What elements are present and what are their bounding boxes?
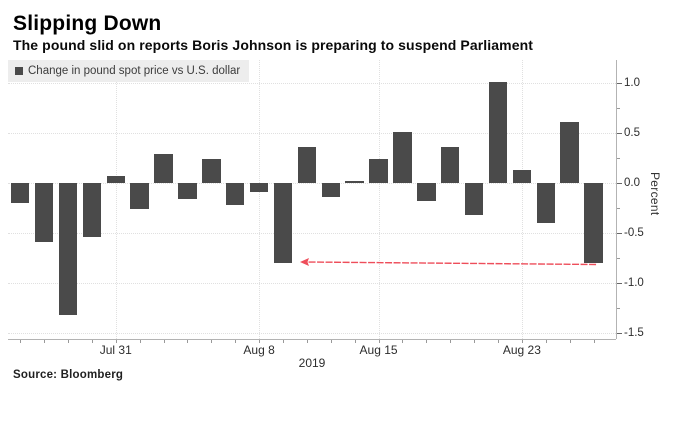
bar (393, 132, 412, 183)
x-axis-tick (569, 340, 571, 343)
x-axis-tick (498, 340, 499, 343)
chart-title: Slipping Down (13, 12, 162, 35)
bar (464, 183, 484, 215)
x-axis-tick (450, 340, 452, 343)
x-axis-tick (306, 340, 308, 343)
y-axis-tick-label: -1.0 (624, 277, 644, 289)
bar (512, 170, 532, 183)
horizontal-gridline (8, 183, 616, 184)
x-axis-tick-label: Aug 15 (359, 343, 398, 357)
legend: Change in pound spot price vs U.S. dolla… (8, 60, 250, 82)
x-axis-tick (211, 340, 213, 343)
bar (345, 181, 364, 183)
x-axis-tick (593, 340, 595, 343)
bar (273, 183, 293, 263)
vertical-gridline (521, 60, 523, 339)
x-axis-tick-label: Jul 31 (99, 343, 132, 357)
x-axis-tick (139, 340, 141, 343)
x-axis-tick (330, 340, 332, 343)
x-axis-tick (402, 340, 404, 343)
bar (584, 183, 603, 263)
legend-series-swatch-icon (15, 67, 23, 75)
x-axis-tick (44, 340, 46, 343)
bar (249, 183, 269, 192)
y-axis-tick (617, 283, 622, 284)
x-axis-tick (282, 340, 284, 343)
y-axis-tick (617, 233, 622, 234)
bar (440, 147, 460, 183)
x-axis-tick (91, 340, 93, 343)
x-axis-tick (163, 340, 165, 343)
x-axis-tick (545, 340, 547, 343)
x-axis-tick-label: Aug 8 (243, 343, 275, 357)
y-axis-minor-tick (617, 108, 620, 109)
x-axis-tick (259, 340, 261, 343)
y-axis-minor-tick (617, 208, 620, 209)
y-axis-tick (617, 183, 622, 184)
x-axis-year-label: 2019 (298, 356, 326, 370)
y-axis-tick (617, 333, 622, 334)
horizontal-gridline (8, 83, 616, 84)
chart-subtitle: The pound slid on reports Boris Johnson … (13, 37, 534, 53)
y-axis-title: Percent (648, 172, 662, 216)
bar (58, 183, 78, 315)
source-attribution: Source: Bloomberg (13, 369, 124, 381)
x-axis-tick (378, 340, 380, 343)
horizontal-gridline (8, 333, 616, 334)
bar (34, 183, 54, 242)
bar (106, 176, 125, 183)
y-axis-tick-label: -1.5 (624, 327, 644, 339)
x-axis-tick (235, 340, 237, 343)
bar (488, 82, 508, 183)
bar (297, 147, 317, 183)
x-axis-tick (354, 340, 356, 343)
plot-area (8, 60, 616, 339)
bar (82, 183, 102, 237)
y-axis-minor-tick (617, 308, 620, 309)
x-axis-tick (20, 340, 22, 343)
y-axis-tick-label: 0.5 (624, 127, 640, 139)
horizontal-gridline (8, 233, 616, 234)
y-axis-tick (617, 133, 622, 134)
bar (369, 159, 388, 183)
legend-label: Change in pound spot price vs U.S. dolla… (28, 65, 241, 77)
bar (225, 183, 245, 205)
bar (560, 122, 579, 183)
bar (178, 183, 197, 199)
annotation-arrow (299, 258, 597, 266)
x-axis-tick (67, 340, 69, 343)
y-axis-tick-label: -0.5 (624, 227, 644, 239)
x-axis-tick (521, 340, 523, 343)
y-axis-minor-tick (617, 258, 620, 259)
x-axis-tick (187, 340, 189, 343)
x-axis: Jul 31 Aug 8 Aug 15 Aug 23 (8, 339, 616, 370)
y-axis: 1.0 0.5 0.0 -0.5 -1.0 -1.5 (616, 60, 680, 339)
bar (321, 183, 341, 197)
horizontal-gridline (8, 133, 616, 134)
bar (154, 154, 173, 183)
bar (536, 183, 556, 223)
x-axis-tick (474, 340, 476, 343)
x-axis-tick (115, 340, 117, 343)
x-axis-tick (426, 340, 428, 343)
y-axis-tick-label: 0.0 (624, 177, 640, 189)
x-axis-tick-label: Aug 23 (502, 343, 541, 357)
y-axis-minor-tick (617, 158, 620, 159)
vertical-gridline (259, 60, 261, 339)
bar (10, 183, 30, 203)
vertical-gridline (378, 60, 380, 339)
horizontal-gridline (8, 283, 616, 284)
vertical-gridline (115, 60, 117, 339)
bar (130, 183, 149, 209)
bar (202, 159, 221, 183)
y-axis-tick (617, 83, 622, 84)
bar (417, 183, 436, 201)
y-axis-tick-label: 1.0 (624, 77, 640, 89)
